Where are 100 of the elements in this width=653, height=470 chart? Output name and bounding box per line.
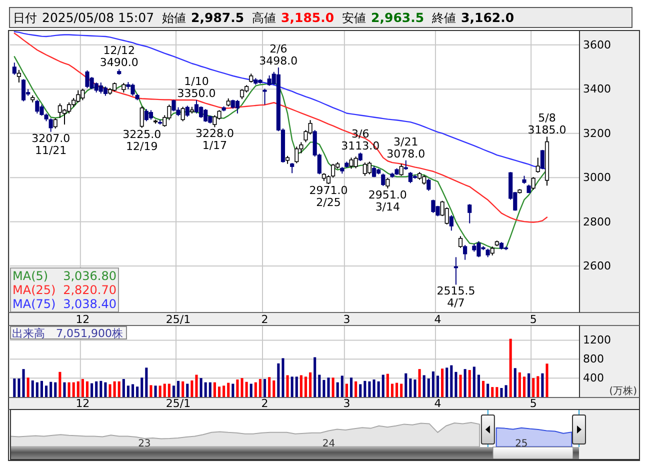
annotation: 3/21 3078.0 <box>386 135 426 160</box>
bar <box>245 382 248 397</box>
bar <box>31 380 34 397</box>
candlestick <box>426 178 431 192</box>
candlestick <box>140 106 144 128</box>
bar <box>477 374 480 397</box>
bar <box>264 379 266 397</box>
candlestick <box>458 236 463 248</box>
candlestick <box>103 86 108 96</box>
bar <box>432 371 434 397</box>
bar <box>491 387 494 397</box>
bar <box>90 383 94 397</box>
bar <box>345 384 348 397</box>
bar <box>482 380 485 397</box>
bar <box>536 376 540 397</box>
bar <box>277 363 280 397</box>
bar <box>390 384 394 397</box>
bar <box>232 384 234 397</box>
candlestick <box>536 157 540 174</box>
bar <box>300 375 302 397</box>
bar <box>63 382 66 397</box>
bar <box>290 376 294 397</box>
candlestick <box>463 244 468 260</box>
bar <box>314 357 316 397</box>
bar <box>272 380 276 397</box>
bar <box>532 378 535 397</box>
bar <box>450 365 453 397</box>
bar <box>76 381 80 397</box>
bar <box>359 384 362 397</box>
bar <box>454 372 458 397</box>
bar <box>295 376 298 397</box>
bar <box>145 368 148 397</box>
bar <box>254 382 257 397</box>
candlestick <box>48 118 53 132</box>
bar <box>258 379 262 397</box>
bar <box>18 378 20 397</box>
x-tick-label: 5 <box>530 313 537 326</box>
bar <box>140 378 144 397</box>
bar <box>22 369 25 397</box>
bar <box>304 376 308 397</box>
bar <box>509 338 512 397</box>
bar <box>227 382 230 397</box>
y-tick-label: 3600 <box>583 38 611 52</box>
annotation: 3228.0 1/17 <box>195 127 234 152</box>
x-tick-label: 5 <box>530 397 537 410</box>
bar <box>350 378 353 397</box>
candlestick <box>21 78 26 102</box>
bar <box>68 382 70 397</box>
title: 出来高 7,051,900株 <box>10 326 127 340</box>
text: 高値 <box>252 11 276 25</box>
bar <box>282 358 284 397</box>
x-tick-label: 4 <box>434 313 442 326</box>
candlestick <box>531 176 536 190</box>
bar <box>218 386 221 397</box>
bar <box>518 372 521 397</box>
bar <box>332 378 334 397</box>
bar <box>177 380 180 397</box>
bar <box>182 381 184 397</box>
candlestick <box>381 173 386 186</box>
text: 始値 <box>162 11 186 25</box>
bar <box>368 381 371 397</box>
bar <box>213 382 216 397</box>
candlestick <box>367 161 372 175</box>
bar <box>50 382 52 397</box>
bar <box>86 381 89 397</box>
annotation: 5/8 3185.0 <box>528 112 566 137</box>
x-tick-label: 25 <box>515 438 528 450</box>
bar <box>409 378 412 397</box>
candlestick <box>180 106 185 122</box>
candlestick <box>331 163 336 178</box>
bar <box>340 376 344 397</box>
bar <box>336 382 339 397</box>
bar <box>36 382 38 397</box>
candlestick <box>12 62 16 76</box>
text: 終値 <box>431 11 456 25</box>
bar <box>514 368 516 397</box>
bar <box>150 385 152 397</box>
text: 日付 <box>13 11 37 25</box>
bar <box>396 382 398 397</box>
bar <box>204 382 207 397</box>
text: 3,162.0 <box>461 10 514 25</box>
bar <box>472 366 476 397</box>
candlestick <box>194 100 199 114</box>
candlestick <box>185 105 190 118</box>
bar <box>126 386 130 397</box>
bar <box>446 368 448 397</box>
x-tick-label: 12 <box>76 397 90 410</box>
annotation: 2951.0 3/14 <box>368 188 407 214</box>
bar <box>496 387 498 397</box>
x-tick-label: 3 <box>343 313 350 326</box>
bar <box>158 386 162 397</box>
bar <box>95 381 98 397</box>
bar <box>546 364 548 397</box>
bar <box>200 378 202 397</box>
bar <box>327 378 330 397</box>
annotation: 3,036.80 <box>63 269 116 283</box>
bar <box>13 378 16 397</box>
bar <box>418 369 421 397</box>
candlestick <box>16 69 22 84</box>
x-tick-label: 3 <box>343 397 350 410</box>
